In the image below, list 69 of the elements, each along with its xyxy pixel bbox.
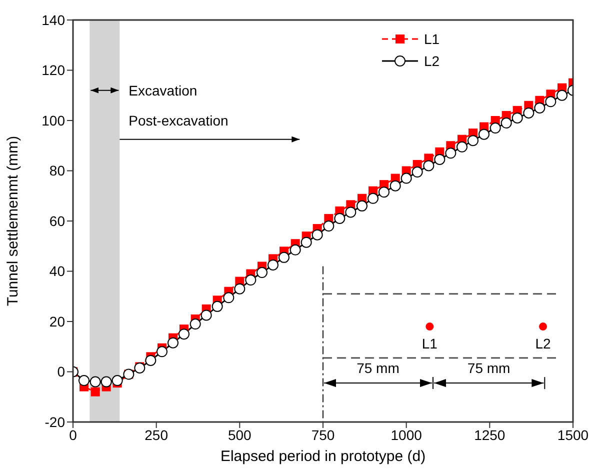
point — [290, 244, 301, 256]
point — [423, 160, 434, 172]
point — [200, 310, 212, 321]
point — [90, 387, 100, 396]
x-tick-label: 500 — [228, 426, 252, 443]
y-tick-label: 40 — [49, 263, 66, 280]
point — [190, 318, 201, 330]
point — [434, 154, 446, 165]
y-tick-label: 100 — [42, 112, 66, 128]
annotation: Excavation — [128, 82, 198, 98]
point — [245, 274, 256, 286]
point — [368, 192, 378, 204]
annotation: 75 mm — [467, 360, 510, 376]
point — [145, 354, 156, 366]
legend-label: L1 — [424, 31, 440, 47]
point — [345, 206, 356, 218]
annotation: L1 — [422, 336, 438, 352]
point — [100, 376, 112, 388]
point — [500, 118, 512, 129]
point — [178, 328, 190, 340]
point — [490, 122, 501, 134]
point — [256, 267, 268, 278]
point — [534, 102, 546, 114]
y-tick-label: 0 — [57, 364, 66, 380]
x-tick-label: 1250 — [474, 426, 506, 443]
point — [445, 148, 456, 159]
point — [278, 252, 290, 263]
point — [545, 96, 556, 108]
point — [234, 283, 246, 294]
y-tick-label: 60 — [49, 212, 66, 229]
point — [400, 172, 412, 184]
point — [78, 375, 90, 386]
annotation: L2 — [535, 336, 551, 352]
point — [512, 112, 523, 124]
point — [468, 135, 478, 146]
x-tick-label: 0 — [69, 426, 78, 443]
point — [156, 346, 168, 358]
legend-label: L2 — [424, 53, 440, 69]
x-tick-label: 1000 — [390, 426, 422, 443]
point — [456, 141, 468, 152]
point — [223, 292, 234, 304]
point — [478, 128, 490, 140]
point — [523, 107, 534, 118]
y-tick-label: 20 — [49, 313, 66, 330]
y-tick-label: 120 — [42, 62, 66, 78]
point — [90, 376, 101, 388]
point — [356, 200, 368, 212]
x-tick-label: 750 — [311, 426, 335, 443]
y-tick-label: 80 — [49, 162, 66, 179]
point — [268, 259, 278, 270]
y-tick-label: -20 — [44, 414, 66, 430]
annotation: 75 mm — [356, 360, 400, 376]
point — [112, 375, 123, 386]
point — [323, 220, 334, 232]
point — [212, 300, 223, 312]
x-axis-title: Elapsed period in prototype (d) — [220, 448, 426, 465]
point — [300, 236, 312, 248]
point — [412, 166, 423, 178]
point — [378, 186, 390, 198]
y-tick-label: 140 — [42, 12, 66, 28]
point — [556, 90, 568, 101]
point — [312, 229, 323, 240]
annotation: Post-excavation — [128, 112, 228, 128]
x-tick-label: 250 — [144, 426, 168, 443]
x-tick-label: 1500 — [557, 426, 589, 443]
point — [334, 212, 346, 224]
y-axis-title: Tunnel settlemenmt (mm) — [4, 136, 22, 306]
point — [390, 180, 401, 192]
point — [168, 337, 178, 348]
